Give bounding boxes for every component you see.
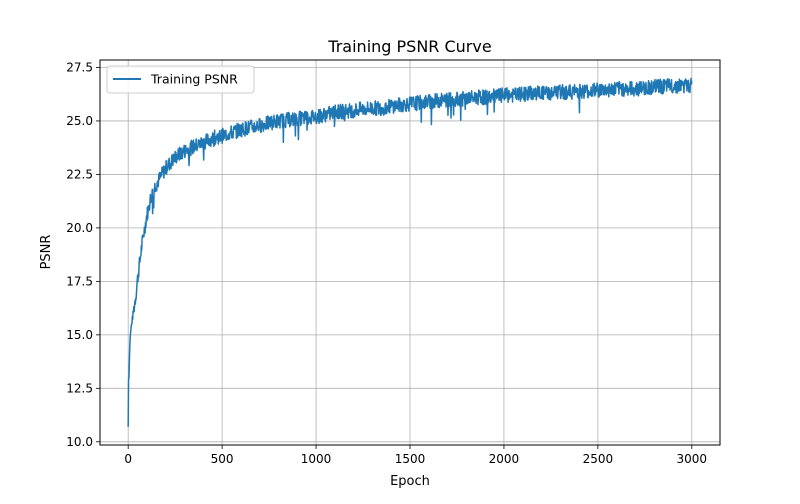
grid-lines [100,60,720,445]
legend: Training PSNR [106,65,255,94]
x-tick-label: 3000 [677,452,708,466]
x-tick-label: 500 [211,452,234,466]
y-axis-label: PSNR [39,235,54,270]
series-line-training-psnr [127,77,693,427]
y-tick-label: 15.0 [66,328,93,342]
y-tick-label: 20.0 [66,221,93,235]
y-tick-label: 27.5 [66,60,93,74]
x-tick-label: 2500 [583,452,614,466]
y-tick-label: 10.0 [66,435,93,449]
y-tick-label: 17.5 [66,274,93,288]
x-tick-label: 1500 [395,452,426,466]
plot-area [127,77,693,427]
y-tick-label: 12.5 [66,381,93,395]
y-tick-label: 22.5 [66,167,93,181]
x-tick-label: 0 [124,452,132,466]
y-tick-label: 25.0 [66,114,93,128]
legend-box [106,65,255,94]
legend-label-training-psnr: Training PSNR [150,72,238,87]
y-axis-ticks: 10.0 12.5 15.0 17.5 20.0 22.5 25.0 27.5 [66,60,100,449]
x-tick-label: 2000 [489,452,520,466]
x-tick-label: 1000 [301,452,332,466]
chart-title: Training PSNR Curve [327,37,491,56]
x-axis-ticks: 0 500 1000 1500 2000 2500 3000 [124,445,707,466]
x-axis-label: Epoch [390,474,430,489]
